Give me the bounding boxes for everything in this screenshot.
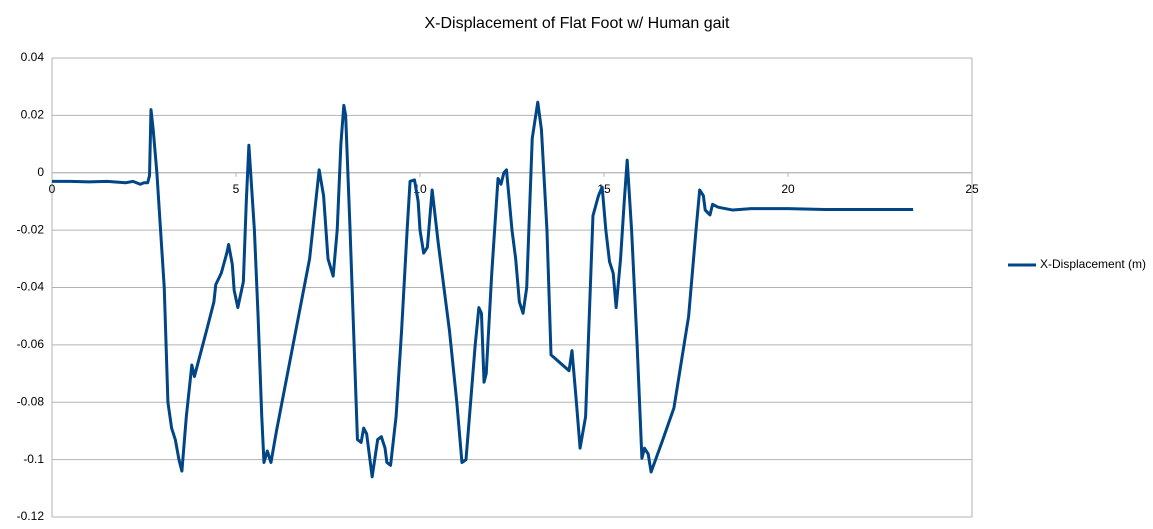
y-tick-label: 0.04 [21, 50, 45, 64]
y-tick-label: -0.12 [17, 509, 45, 523]
chart-title: X-Displacement of Flat Foot w/ Human gai… [424, 15, 730, 32]
x-tick-label: 25 [965, 182, 979, 196]
y-tick-label: -0.02 [17, 222, 45, 236]
x-tick-label: 5 [233, 182, 240, 196]
data-line [52, 100, 914, 479]
y-tick-label: -0.1 [23, 452, 44, 466]
legend-label: X-Displacement (m) [1040, 257, 1146, 271]
x-tick-label: 20 [781, 182, 795, 196]
y-tick-label: -0.04 [17, 280, 45, 294]
y-tick-label: 0 [37, 165, 44, 179]
x-tick-label: 0 [49, 182, 56, 196]
y-tick-label: -0.08 [17, 394, 45, 408]
y-tick-label: 0.02 [21, 108, 45, 122]
y-tick-label: -0.06 [17, 337, 45, 351]
